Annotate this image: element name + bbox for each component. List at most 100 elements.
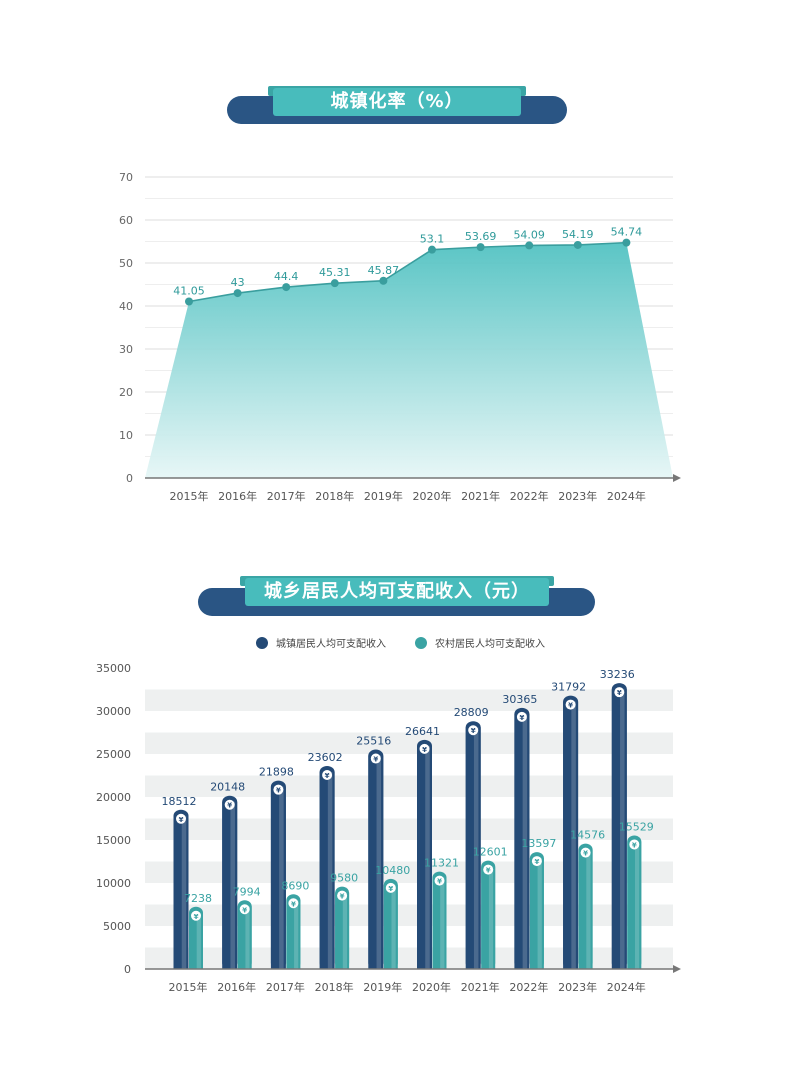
urbanization-point (379, 276, 388, 285)
y-tick-label: 70 (119, 171, 133, 184)
yen-icon-glyph: ¥ (632, 841, 637, 849)
yen-icon (531, 856, 542, 867)
grid-band (145, 689, 673, 711)
x-tick-label: 2023年 (558, 489, 597, 503)
yen-icon-glyph: ¥ (242, 906, 247, 914)
urban-data-label: 18512 (162, 795, 197, 808)
rural-data-label: 8690 (281, 879, 309, 892)
urban-data-label: 33236 (600, 668, 635, 681)
x-axis-arrow (673, 965, 681, 973)
grid-band (145, 732, 673, 754)
urban-income-bar: ¥ (270, 780, 286, 969)
y-tick-label: 30000 (96, 705, 131, 718)
rural-data-label: 12601 (473, 846, 508, 859)
urban-income-bar: ¥ (222, 795, 238, 969)
urbanization-data-label: 44.4 (274, 270, 299, 283)
income-title-banner: 城乡居民人均可支配收入（元） (0, 560, 793, 620)
legend-label: 农村居民人均可支配收入 (435, 637, 545, 650)
x-tick-label: 2015年 (169, 980, 208, 994)
rural-income-bar: ¥ (237, 900, 252, 969)
urban-data-label: 23602 (308, 751, 343, 764)
rural-data-label: 13597 (521, 837, 556, 850)
x-tick-label: 2022年 (510, 489, 549, 503)
urban-income-bar: ¥ (173, 809, 189, 969)
x-tick-label: 2016年 (218, 489, 257, 503)
yen-icon (224, 799, 235, 810)
yen-icon-glyph: ¥ (373, 756, 378, 764)
x-tick-label: 2017年 (266, 980, 305, 994)
legend-label: 城镇居民人均可支配收入 (276, 637, 386, 650)
y-tick-label: 15000 (96, 834, 131, 847)
yen-icon-glyph: ¥ (227, 802, 232, 810)
rural-data-label: 14576 (570, 829, 605, 842)
y-tick-label: 10 (119, 429, 133, 442)
x-tick-label: 2022年 (509, 980, 548, 994)
urban-income-bar: ¥ (514, 707, 530, 969)
x-tick-label: 2024年 (607, 489, 646, 503)
rural-income-bar: ¥ (578, 843, 593, 969)
x-tick-label: 2024年 (607, 980, 646, 994)
yen-icon-glyph: ¥ (534, 858, 539, 866)
urbanization-data-label: 45.87 (368, 264, 400, 277)
urban-income-bar: ¥ (611, 683, 627, 969)
urbanization-data-label: 54.09 (513, 228, 545, 241)
yen-icon-glyph: ¥ (388, 885, 393, 893)
yen-icon (516, 711, 527, 722)
yen-icon (419, 743, 430, 754)
urban-income-bar: ¥ (465, 721, 481, 969)
urbanization-point (185, 297, 193, 306)
rural-data-label: 7994 (233, 885, 261, 898)
yen-icon (370, 753, 381, 764)
y-tick-label: 0 (124, 963, 131, 976)
x-tick-label: 2021年 (461, 980, 500, 994)
urbanization-point (476, 243, 485, 252)
yen-icon (191, 910, 201, 921)
y-tick-label: 20 (119, 386, 133, 399)
urbanization-point (233, 289, 242, 298)
y-tick-label: 5000 (103, 920, 131, 933)
urbanization-point (428, 245, 436, 254)
yen-icon (483, 864, 494, 875)
urban-income-bar: ¥ (563, 695, 579, 969)
yen-icon (385, 882, 396, 893)
urbanization-title-banner: 城镇化率（%） (0, 0, 793, 130)
yen-icon-glyph: ¥ (437, 878, 442, 886)
urbanization-point (282, 283, 291, 292)
yen-icon (239, 904, 250, 915)
rural-income-bar: ¥ (286, 894, 301, 969)
y-tick-label: 60 (119, 214, 133, 227)
urbanization-area-fill (145, 242, 673, 478)
rural-data-label: 11321 (424, 857, 459, 870)
x-tick-label: 2019年 (363, 980, 402, 994)
urban-data-label: 21898 (259, 766, 294, 779)
yen-icon (434, 875, 445, 886)
rural-income-bar: ¥ (335, 886, 350, 969)
x-tick-label: 2018年 (315, 980, 354, 994)
yen-icon-glyph: ¥ (291, 900, 296, 908)
yen-icon-glyph: ¥ (340, 893, 345, 901)
urban-data-label: 26641 (405, 725, 440, 738)
x-tick-label: 2015年 (170, 489, 209, 503)
y-tick-label: 0 (126, 472, 133, 485)
rural-data-label: 15529 (619, 820, 654, 833)
rural-income-bar: ¥ (481, 860, 496, 969)
legend-marker (415, 637, 427, 649)
yen-icon-glyph: ¥ (486, 867, 491, 875)
yen-icon (580, 847, 591, 858)
yen-icon-glyph: ¥ (179, 816, 184, 824)
yen-icon (322, 770, 333, 781)
yen-icon-glyph: ¥ (583, 850, 588, 858)
y-tick-label: 10000 (96, 877, 131, 890)
x-tick-label: 2019年 (364, 489, 403, 503)
urban-income-bar: ¥ (319, 766, 335, 969)
yen-icon (337, 890, 348, 901)
y-tick-label: 35000 (96, 662, 131, 675)
y-tick-label: 40 (119, 300, 133, 313)
urban-data-label: 28809 (454, 706, 489, 719)
yen-icon (176, 813, 186, 824)
urbanization-line (188, 241, 627, 303)
yen-icon (629, 839, 640, 850)
yen-icon-glyph: ¥ (276, 787, 281, 795)
urbanization-data-label: 45.31 (319, 266, 351, 279)
x-axis-arrow (673, 474, 681, 482)
